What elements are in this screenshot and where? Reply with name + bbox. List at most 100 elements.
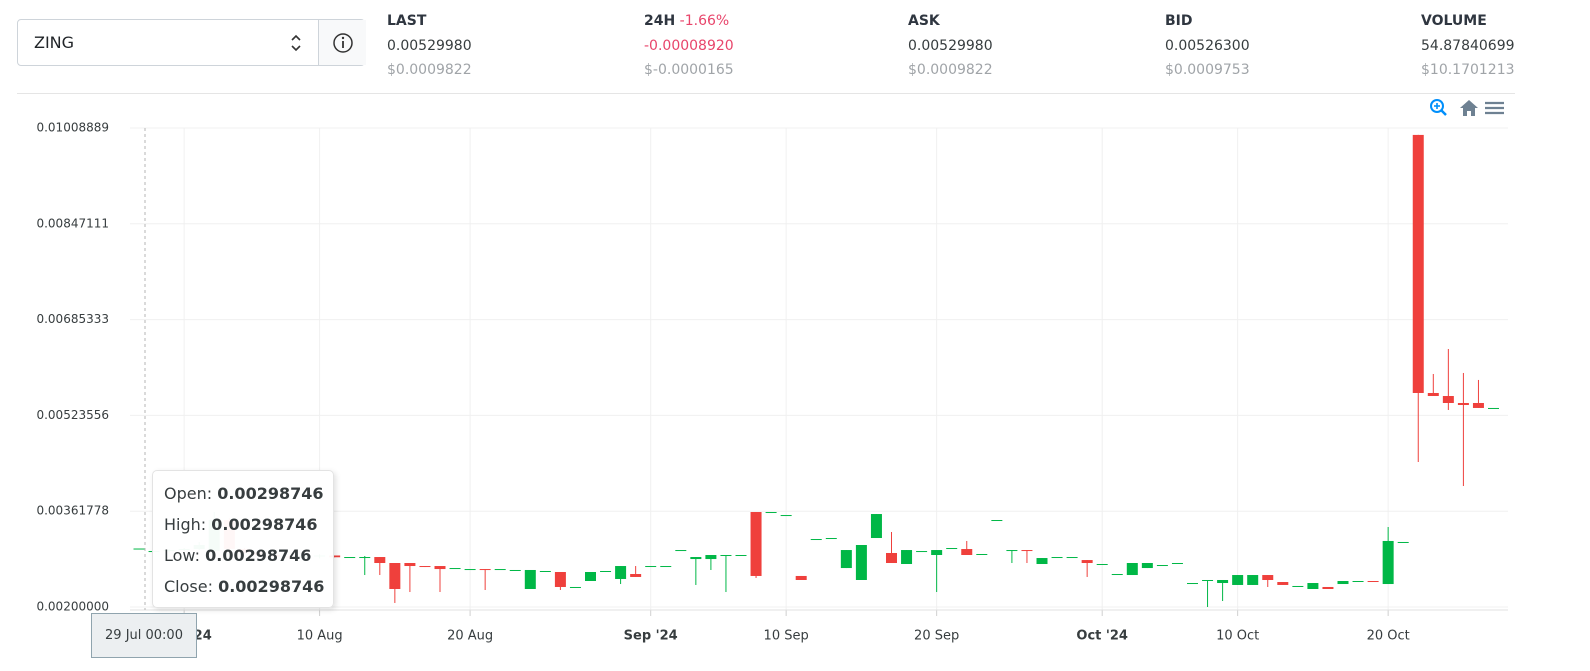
candle-body	[720, 555, 732, 557]
tooltip-value: 0.00298746	[205, 546, 312, 565]
stat-value: 0.00529980	[387, 37, 472, 54]
candle-body	[1412, 134, 1424, 393]
candle-body	[1232, 575, 1244, 585]
candle-body	[1307, 583, 1319, 589]
candle-body	[1277, 582, 1289, 585]
candle-body	[976, 554, 988, 556]
candle-body	[449, 568, 461, 570]
stat-usd: $10.1701213	[1421, 62, 1515, 78]
stat-label: ASK	[908, 13, 940, 29]
stat-value: 0.00526300	[1165, 37, 1250, 54]
candle-body	[1472, 402, 1484, 408]
candle-body	[359, 557, 371, 559]
candle-body	[585, 572, 596, 582]
candle-body	[374, 557, 386, 564]
candle-body	[1156, 565, 1168, 567]
candle-body	[1367, 581, 1379, 583]
stat-usd: $-0.0000165	[644, 62, 734, 78]
candle-body	[946, 548, 958, 550]
candle-body	[931, 550, 943, 556]
x-tick-label: 20 Sep	[914, 629, 959, 644]
candle-body	[795, 575, 807, 580]
x-tick-label: Sep '24	[624, 629, 678, 644]
candle-body	[961, 549, 973, 556]
chevron-icon	[291, 34, 301, 52]
candle-body	[630, 574, 642, 577]
tooltip-row: High: 0.00298746	[164, 512, 333, 543]
stat-ask: ASK 0.00529980 $0.0009822	[908, 9, 993, 83]
candle-body	[1171, 563, 1183, 565]
candle-body	[1247, 575, 1259, 585]
candle-body	[389, 563, 401, 589]
candle-body	[404, 563, 416, 567]
x-tick-label: Oct '24	[1076, 629, 1128, 644]
candle-body	[539, 570, 551, 572]
stat-24h: 24H -1.66% -0.00008920 $-0.0000165	[644, 9, 734, 83]
tooltip-value: 0.00298746	[218, 577, 325, 596]
tooltip-value: 0.00298746	[211, 515, 318, 534]
market-value: ZING	[34, 33, 75, 52]
tooltip-label: Open:	[164, 484, 213, 503]
candle-body	[660, 566, 672, 568]
candle-body	[916, 551, 928, 553]
candle-body	[1036, 558, 1048, 565]
candle-body	[509, 569, 521, 571]
candle-body	[1096, 564, 1108, 566]
candle-body	[901, 550, 913, 565]
candle-body	[1457, 402, 1469, 406]
candle-body	[825, 538, 837, 540]
menu-icon[interactable]	[1485, 101, 1504, 115]
candle-body	[1006, 550, 1018, 552]
divider	[17, 93, 1515, 94]
tooltip-row: Close: 0.00298746	[164, 574, 333, 605]
candle-body	[780, 515, 792, 517]
candle-body	[1217, 579, 1229, 584]
candle-body	[1322, 586, 1334, 589]
stat-value: 54.87840699	[1421, 37, 1515, 54]
candle-body	[1081, 560, 1093, 564]
y-tick-label: 0.00685333	[36, 312, 109, 326]
candle-body	[735, 555, 747, 557]
tooltip-value: 0.00298746	[217, 484, 324, 503]
zoom-in-icon[interactable]	[1430, 99, 1447, 116]
candle-body	[554, 572, 566, 587]
reset-icon[interactable]	[1460, 100, 1478, 116]
candle-body	[1187, 583, 1198, 585]
stat-usd: $0.0009753	[1165, 62, 1250, 78]
candle-body	[1442, 396, 1454, 403]
candle-body	[855, 544, 867, 580]
candle-body	[1427, 392, 1439, 397]
y-tick-label: 0.01008889	[36, 121, 109, 135]
stat-bid: BID 0.00526300 $0.0009753	[1165, 9, 1250, 83]
candle-body	[1202, 579, 1214, 582]
tooltip: Open: 0.00298746 High: 0.00298746 Low: 0…	[152, 470, 334, 608]
stat-last: LAST 0.00529980 $0.0009822	[387, 9, 472, 83]
stat-label: LAST	[387, 13, 427, 29]
y-tick-label: 0.00361778	[36, 504, 109, 518]
candle-body	[870, 514, 882, 539]
candle-body	[1262, 575, 1274, 580]
candle-body	[840, 550, 852, 569]
market-select[interactable]: ZING	[17, 19, 366, 66]
stat-label: VOLUME	[1421, 13, 1487, 29]
info-button[interactable]	[318, 20, 366, 65]
candle-body	[690, 557, 702, 560]
candle-body	[1397, 541, 1409, 543]
y-tick-label: 0.00200000	[36, 600, 109, 614]
candle-body	[1337, 581, 1349, 585]
stat-volume: VOLUME 54.87840699 $10.1701213	[1421, 9, 1515, 83]
candle-body	[1021, 550, 1033, 552]
tooltip-label: High:	[164, 515, 207, 534]
x-tick-label: 20 Aug	[447, 629, 493, 644]
candle-body	[675, 550, 687, 552]
candle-body	[705, 555, 717, 560]
candle-body	[1066, 557, 1078, 559]
toolbar	[1430, 99, 1504, 116]
x-tick-label: 10 Aug	[297, 629, 343, 644]
candle-body	[1488, 407, 1499, 409]
candle-body	[524, 569, 536, 589]
stat-value: 0.00529980	[908, 37, 993, 54]
candle-body	[344, 557, 356, 559]
